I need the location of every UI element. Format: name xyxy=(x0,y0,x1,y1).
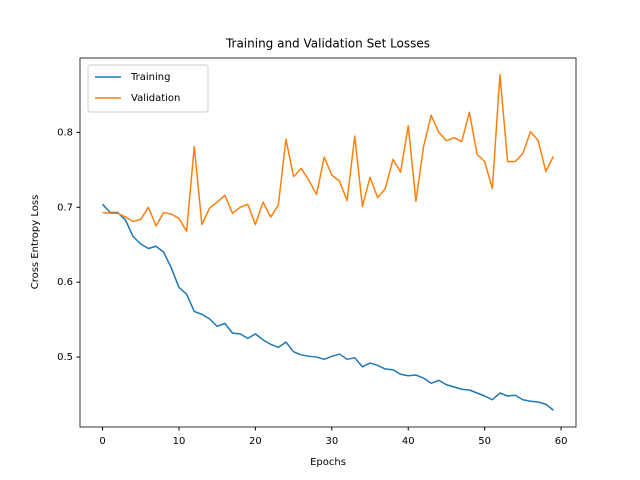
x-axis-label: Epochs xyxy=(310,457,346,468)
line xyxy=(101,203,554,411)
y-tick-label: 0.8 xyxy=(57,127,73,138)
x-tick-label: 30 xyxy=(325,436,338,447)
x-tick-label: 20 xyxy=(249,436,262,447)
y-tick-label: 0.5 xyxy=(57,352,73,363)
x-tick-label: 0 xyxy=(99,436,105,447)
y-axis-label: Cross Entropy Loss xyxy=(30,195,41,290)
legend-label: Training xyxy=(130,72,170,83)
x-tick-label: 50 xyxy=(478,436,491,447)
x-tick-label: 40 xyxy=(402,436,415,447)
chart-title: Training and Validation Set Losses xyxy=(225,37,430,51)
x-tick-label: 10 xyxy=(173,436,186,447)
x-tick-label: 60 xyxy=(555,436,568,447)
y-tick-label: 0.7 xyxy=(57,202,73,213)
y-tick-label: 0.6 xyxy=(57,277,73,288)
legend-label: Validation xyxy=(131,93,180,104)
line xyxy=(102,74,555,233)
plot-frame xyxy=(79,57,577,428)
